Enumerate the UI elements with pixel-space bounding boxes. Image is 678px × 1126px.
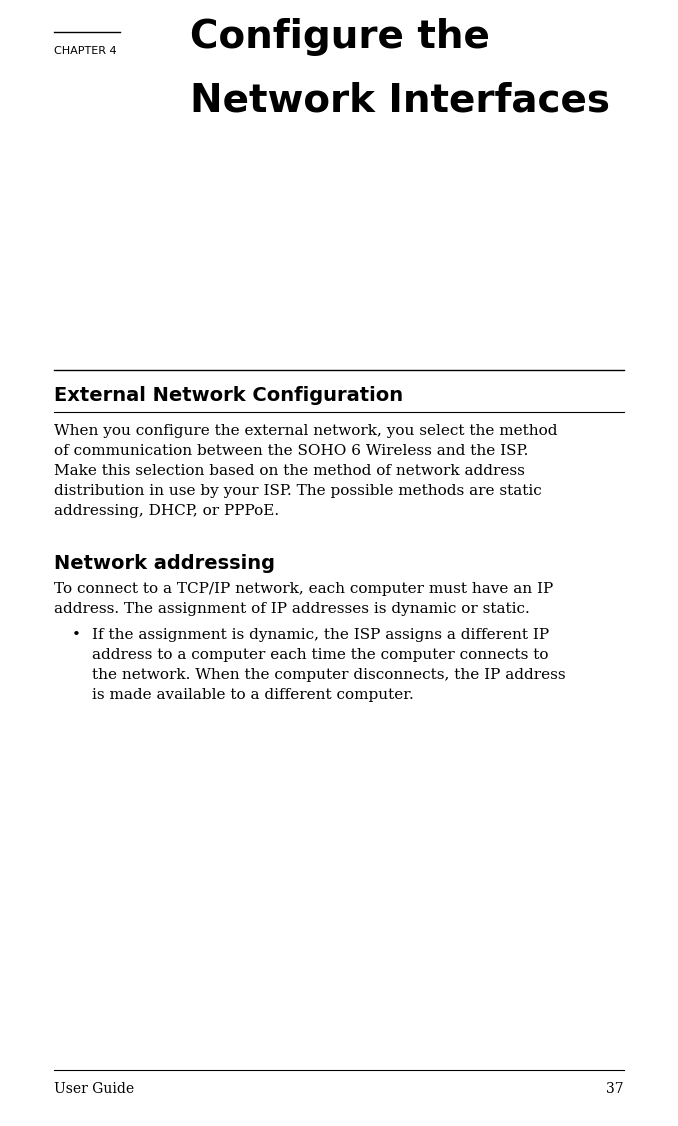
Text: is made available to a different computer.: is made available to a different compute… xyxy=(92,688,414,701)
Text: Network addressing: Network addressing xyxy=(54,554,275,573)
Text: of communication between the SOHO 6 Wireless and the ISP.: of communication between the SOHO 6 Wire… xyxy=(54,444,528,458)
Text: External Network Configuration: External Network Configuration xyxy=(54,386,403,405)
Text: Network Interfaces: Network Interfaces xyxy=(190,82,610,120)
Text: address. The assignment of IP addresses is dynamic or static.: address. The assignment of IP addresses … xyxy=(54,602,530,616)
Text: User Guide: User Guide xyxy=(54,1082,134,1096)
Text: address to a computer each time the computer connects to: address to a computer each time the comp… xyxy=(92,647,549,662)
Text: Configure the: Configure the xyxy=(190,18,490,56)
Text: CHAPTER 4: CHAPTER 4 xyxy=(54,46,117,56)
Text: If the assignment is dynamic, the ISP assigns a different IP: If the assignment is dynamic, the ISP as… xyxy=(92,628,549,642)
Text: Make this selection based on the method of network address: Make this selection based on the method … xyxy=(54,464,525,479)
Text: To connect to a TCP/IP network, each computer must have an IP: To connect to a TCP/IP network, each com… xyxy=(54,582,553,596)
Text: When you configure the external network, you select the method: When you configure the external network,… xyxy=(54,425,557,438)
Text: the network. When the computer disconnects, the IP address: the network. When the computer disconnec… xyxy=(92,668,565,682)
Text: 37: 37 xyxy=(606,1082,624,1096)
Text: •: • xyxy=(72,628,81,642)
Text: addressing, DHCP, or PPPoE.: addressing, DHCP, or PPPoE. xyxy=(54,504,279,518)
Text: distribution in use by your ISP. The possible methods are static: distribution in use by your ISP. The pos… xyxy=(54,484,542,498)
